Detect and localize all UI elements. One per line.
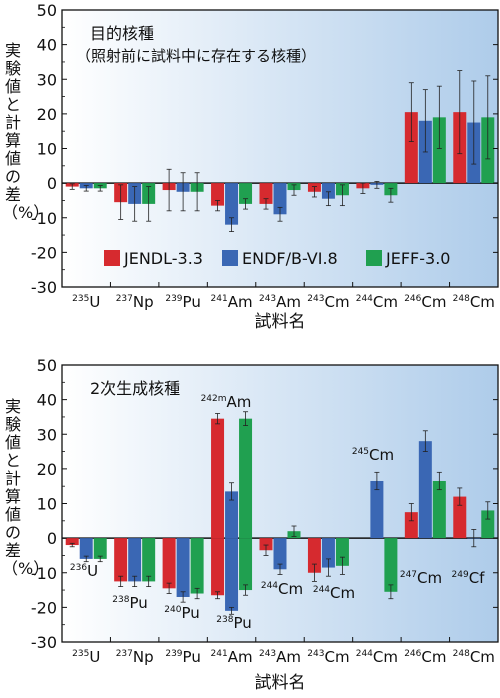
bar	[211, 418, 225, 539]
y-tick-label: 10	[37, 495, 57, 514]
x-tick-label: 246Cm	[404, 648, 446, 666]
x-tick-label: 239Pu	[165, 293, 200, 311]
x-axis-label: 試料名	[255, 312, 306, 332]
y-tick-label: -30	[31, 633, 57, 652]
isotope-annotation: 238Pu	[112, 594, 147, 612]
x-tick-label: 248Cm	[453, 648, 495, 666]
y-tick-label: 0	[47, 529, 57, 548]
x-tick-label: 248Cm	[453, 293, 495, 311]
bar	[114, 538, 128, 582]
bar	[65, 538, 79, 546]
y-tick-label: -20	[31, 598, 57, 617]
bar	[162, 538, 176, 589]
bar	[432, 117, 446, 184]
bar	[321, 538, 335, 568]
y-tick-label: -10	[31, 564, 57, 583]
bar	[211, 538, 225, 596]
bar	[481, 510, 495, 539]
x-tick-label: 243Cm	[307, 293, 349, 311]
y-tick-label: 10	[37, 140, 57, 159]
bar	[142, 538, 156, 582]
isotope-annotation: 240Pu	[164, 604, 199, 622]
x-tick-label: 243Cm	[307, 648, 349, 666]
y-tick-label: 30	[37, 70, 57, 89]
bar	[273, 183, 287, 215]
y-tick-label: 40	[37, 391, 57, 410]
y-axis-label-top: 実験値と計算値の差（%）	[2, 41, 50, 222]
bar	[79, 538, 93, 559]
x-axis-label: 試料名	[255, 673, 306, 693]
x-tick-label: 235U	[72, 648, 100, 666]
isotope-annotation: 247Cm	[400, 569, 442, 587]
x-tick-label: 239Pu	[165, 648, 200, 666]
panel-subtitle: （照射前に試料中に存在する核種）	[76, 47, 316, 65]
bar	[259, 538, 273, 551]
bar	[384, 538, 398, 592]
isotope-annotation: 244Cm	[313, 584, 355, 602]
bar	[259, 183, 273, 204]
isotope-annotation: 249Cf	[452, 569, 486, 587]
y-tick-label: 0	[47, 174, 57, 193]
y-tick-label: 30	[37, 425, 57, 444]
isotope-annotation: 244Cm	[261, 580, 303, 598]
isotope-annotation: 245Cm	[352, 446, 394, 464]
x-tick-label: 243Am	[259, 648, 301, 666]
x-tick-label: 243Am	[259, 293, 301, 311]
y-tick-label: 40	[37, 36, 57, 55]
bar	[225, 183, 239, 225]
bar	[418, 441, 432, 539]
x-tick-label: 241Am	[211, 293, 253, 311]
x-tick-label: 235U	[72, 293, 100, 311]
x-tick-label: 244Cm	[356, 648, 398, 666]
y-tick-label: 20	[37, 460, 57, 479]
bar	[239, 418, 253, 539]
x-tick-label: 241Am	[211, 648, 253, 666]
legend-swatch	[104, 250, 120, 266]
isotope-annotation: 236U	[70, 562, 98, 580]
bar	[370, 480, 384, 539]
legend-swatch	[222, 250, 238, 266]
legend-label: JEFF-3.0	[385, 249, 450, 268]
bar	[321, 183, 335, 199]
isotope-annotation: 242mAm	[201, 393, 252, 411]
bar	[307, 538, 321, 573]
panel-title: 目的核種	[90, 24, 154, 43]
x-tick-label: 237Np	[116, 293, 154, 311]
bar	[453, 496, 467, 539]
bar	[176, 538, 190, 597]
legend-label: ENDF/B-VI.8	[242, 249, 338, 268]
bar	[225, 538, 239, 611]
y-tick-label: -30	[31, 278, 57, 297]
y-tick-label: -20	[31, 243, 57, 262]
bar	[404, 512, 418, 539]
y-tick-label: -10	[31, 209, 57, 228]
bar	[273, 538, 287, 570]
x-tick-label: 246Cm	[404, 293, 446, 311]
bar	[239, 183, 253, 204]
bar	[93, 538, 107, 559]
bar	[128, 538, 142, 582]
legend-swatch	[366, 250, 382, 266]
y-tick-label: 50	[37, 1, 57, 20]
x-tick-label: 237Np	[116, 648, 154, 666]
x-tick-label: 244Cm	[356, 293, 398, 311]
isotope-annotation: 238Pu	[216, 614, 251, 632]
legend-label: JENDL-3.3	[123, 249, 203, 268]
bar	[225, 491, 239, 539]
bar	[190, 538, 204, 594]
bar	[239, 538, 253, 591]
bar	[432, 480, 446, 539]
y-axis-label-bottom: 実験値と計算値の差（%）	[2, 397, 50, 578]
panel-title: 2次生成核種	[90, 379, 180, 398]
y-tick-label: 20	[37, 105, 57, 124]
bar	[404, 112, 418, 184]
bar	[211, 183, 225, 206]
bar	[335, 538, 349, 566]
y-tick-label: 50	[37, 356, 57, 375]
